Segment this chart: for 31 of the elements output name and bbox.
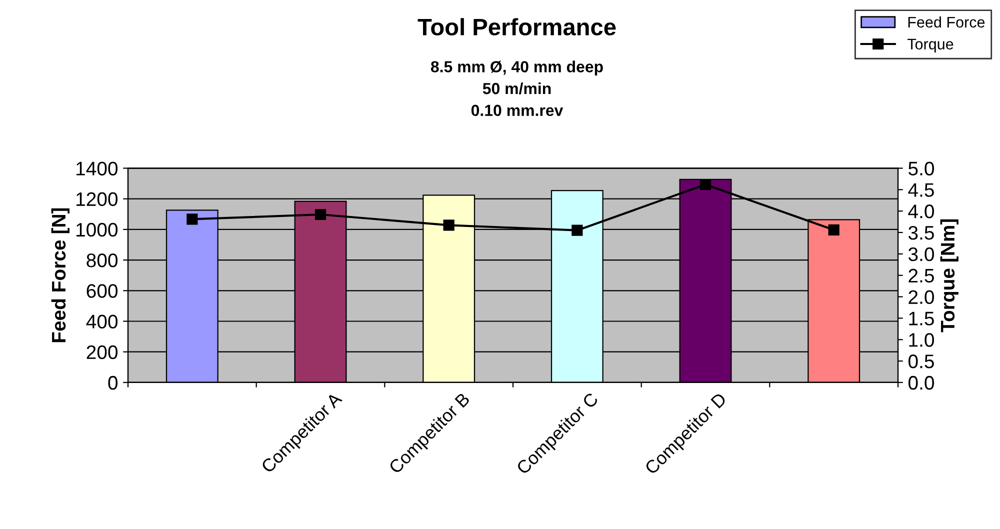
- y2-tick-label: 2.5: [908, 268, 934, 283]
- y-tick-label: 0: [108, 376, 118, 390]
- y2-tick-label: 4.5: [908, 183, 934, 197]
- point: [828, 224, 840, 236]
- y2-tick-label: 3.5: [908, 226, 934, 240]
- y-tick-label: 200: [86, 345, 118, 360]
- y2-tick-label: 2.0: [908, 290, 934, 304]
- point: [443, 220, 454, 231]
- legend-label: Torque: [907, 38, 954, 53]
- y2-tick-label: 0.5: [908, 354, 934, 368]
- y-tick-label: 600: [86, 284, 118, 298]
- y-axis-title: Feed Force [N]: [51, 208, 70, 342]
- y2-tick-label: 4.0: [908, 204, 934, 218]
- point: [700, 178, 712, 190]
- y2-tick-label: 1.0: [909, 333, 934, 347]
- legend-label: Feed Force: [908, 16, 985, 28]
- chart-title: Tool Performance: [418, 18, 616, 36]
- point: [186, 214, 198, 225]
- y2-tick-label: 1.5: [909, 312, 934, 326]
- point: [314, 208, 326, 220]
- y2-axis-title: Torque [Nm]: [940, 219, 958, 332]
- y-tick-label: 1200: [76, 192, 118, 206]
- y-tick-label: 1400: [76, 162, 118, 176]
- point: [572, 224, 583, 236]
- y2-tick-label: 0.0: [908, 376, 934, 390]
- y2-tick-label: 5.0: [908, 162, 934, 176]
- y2-tick-label: 3.0: [908, 247, 934, 262]
- y-tick-label: 1000: [76, 222, 118, 237]
- y-tick-label: 400: [86, 314, 118, 328]
- chart-subtitle: 8.5 mm Ø, 40 mm deep 50 m/min 0.10 mm.rev: [430, 60, 603, 116]
- y-tick-label: 800: [86, 254, 118, 268]
